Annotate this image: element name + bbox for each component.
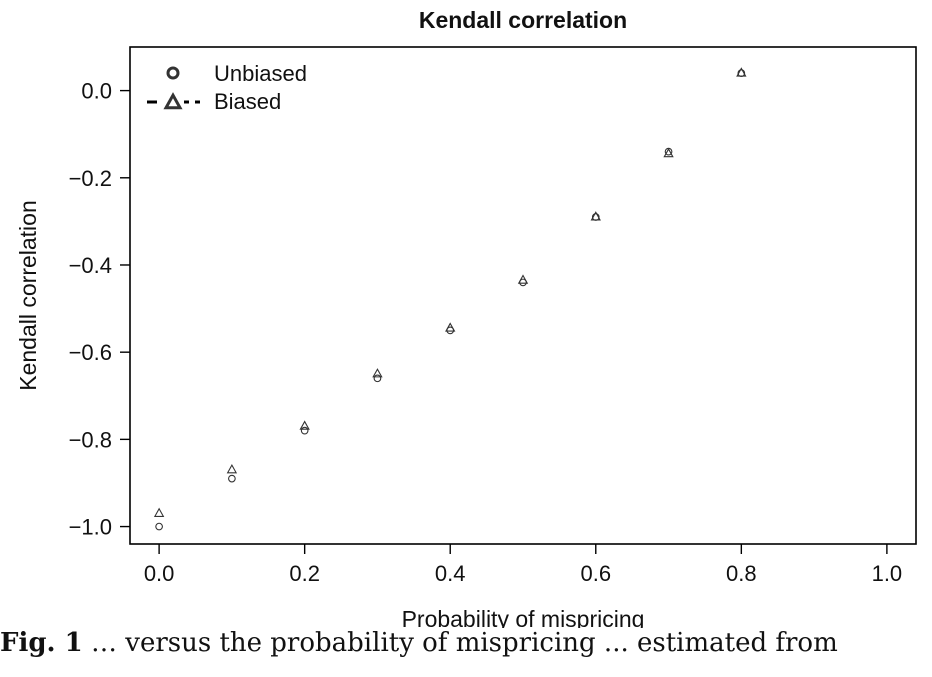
point-unbiased: [373, 374, 382, 383]
point-biased: [226, 464, 238, 474]
point-unbiased: [155, 522, 163, 531]
x-axis-label: Probability of mispricing: [402, 606, 645, 628]
figure-caption: Fig. 1 … versus the probability of mispr…: [0, 628, 932, 677]
y-tick-label: −0.8: [69, 427, 112, 452]
point-biased: [153, 507, 165, 517]
plot-frame: [129, 46, 917, 545]
x-tick-label: 0.6: [580, 561, 611, 586]
figure-caption-label: Fig. 1: [0, 628, 83, 658]
x-tick-label: 0.4: [435, 561, 466, 586]
y-tick-label: 0.0: [81, 79, 112, 104]
chart: Kendall correlation 0.0 0.2 0.4 0.6 0.8 1.0 0.0…: [15, 7, 917, 628]
point-biased: [372, 368, 383, 378]
point-biased: [517, 274, 529, 284]
point-biased: [590, 211, 601, 221]
legend-marker-unbiased: [166, 66, 180, 80]
chart-title: Kendall correlation: [419, 7, 627, 33]
x-tick-label: 1.0: [872, 561, 903, 586]
x-tick-label: 0.2: [289, 561, 320, 586]
point-biased: [736, 67, 747, 77]
point-unbiased: [300, 426, 309, 435]
point-biased: [663, 147, 674, 158]
x-tick-label: 0.8: [726, 561, 757, 586]
point-unbiased: [228, 474, 236, 483]
y-tick-label: −1.0: [69, 515, 112, 540]
figure-caption-text: … versus the probability of mispricing .…: [90, 628, 838, 658]
point-biased: [299, 420, 310, 430]
y-tick-label: −0.4: [69, 253, 112, 278]
legend-label-biased: Biased: [214, 89, 281, 114]
y-axis-label: Kendall correlation: [15, 200, 41, 391]
point-biased: [445, 322, 456, 332]
x-tick-label: 0.0: [144, 561, 175, 586]
legend-marker-biased: [163, 92, 183, 110]
y-tick-label: −0.2: [69, 166, 112, 191]
y-tick-label: −0.6: [69, 340, 112, 365]
legend-label-unbiased: Unbiased: [214, 61, 307, 86]
